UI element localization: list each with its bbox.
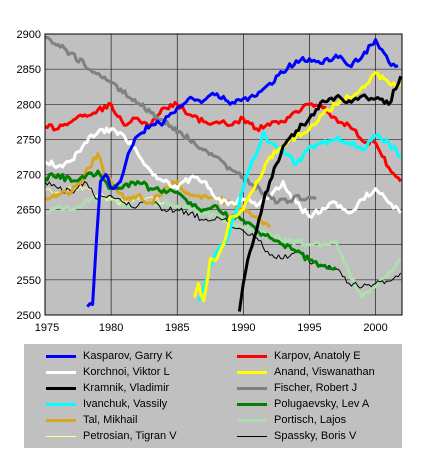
- legend-swatch: [46, 355, 76, 358]
- x-tick-label: 1990: [231, 322, 255, 334]
- y-tick-label: 2600: [17, 240, 41, 252]
- legend-label: Petrosian, Tigran V: [83, 430, 177, 442]
- legend-swatch: [46, 403, 76, 406]
- series-line: [45, 36, 318, 205]
- series-line: [86, 38, 399, 308]
- legend-swatch: [46, 436, 76, 437]
- legend-swatch: [46, 387, 76, 390]
- x-tick-label: 2000: [363, 322, 387, 334]
- legend-swatch: [237, 419, 267, 422]
- legend-label: Anand, Viswanathan: [274, 366, 375, 378]
- legend-label: Korchnoi, Viktor L: [83, 366, 170, 378]
- legend-label: Fischer, Robert J: [274, 382, 358, 394]
- y-tick-label: 2850: [17, 64, 41, 76]
- legend-label: Portisch, Lajos: [274, 414, 347, 426]
- series-line: [45, 100, 402, 183]
- plot-border: [44, 33, 403, 316]
- legend-label: Tal, Mikhail: [83, 414, 138, 426]
- series-line: [45, 181, 402, 289]
- rating-line-chart: 1975 1980 1985 1990 1995 2000 2500 2550 2600 2650…: [17, 29, 403, 334]
- y-tick-label: 2650: [17, 205, 41, 217]
- legend-label: Kasparov, Garry K: [83, 350, 173, 362]
- y-tick-label: 2500: [17, 310, 41, 322]
- y-tick-label: 2800: [17, 99, 41, 111]
- series-line: [197, 130, 402, 302]
- legend-label: Karpov, Anatoly E: [274, 350, 361, 362]
- series-line: [45, 126, 402, 219]
- x-tick-label: 1985: [165, 322, 189, 334]
- legend: Kasparov, Garry K Karpov, Anatoly E Korchn…: [24, 344, 402, 448]
- legend-label: Kramnik, Vladimir: [83, 382, 170, 394]
- series-line: [237, 75, 402, 312]
- legend-swatch: [237, 436, 267, 437]
- y-tick-label: 2550: [17, 275, 41, 287]
- series-lines: [45, 36, 402, 312]
- y-tick-label: 2900: [17, 29, 41, 41]
- legend-swatch: [237, 371, 267, 374]
- legend-label: Polugaevsky, Lev A: [274, 398, 370, 410]
- series-line: [192, 71, 402, 303]
- x-tick-label: 1975: [35, 322, 59, 334]
- legend-swatch: [237, 355, 267, 358]
- legend-swatch: [46, 371, 76, 374]
- y-tick-label: 2700: [17, 170, 41, 182]
- legend-label: Spassky, Boris V: [274, 430, 357, 442]
- x-tick-label: 1995: [297, 322, 321, 334]
- y-tick-label: 2750: [17, 134, 41, 146]
- series-line: [45, 169, 337, 271]
- x-tick-label: 1980: [99, 322, 123, 334]
- legend-swatch: [237, 403, 267, 406]
- legend-swatch: [237, 387, 267, 390]
- axis-ticks: 1975 1980 1985 1990 1995 2000 2500 2550 2600 2650…: [17, 29, 388, 334]
- legend-swatch: [46, 419, 76, 422]
- legend-label: Ivanchuk, Vassily: [83, 398, 168, 410]
